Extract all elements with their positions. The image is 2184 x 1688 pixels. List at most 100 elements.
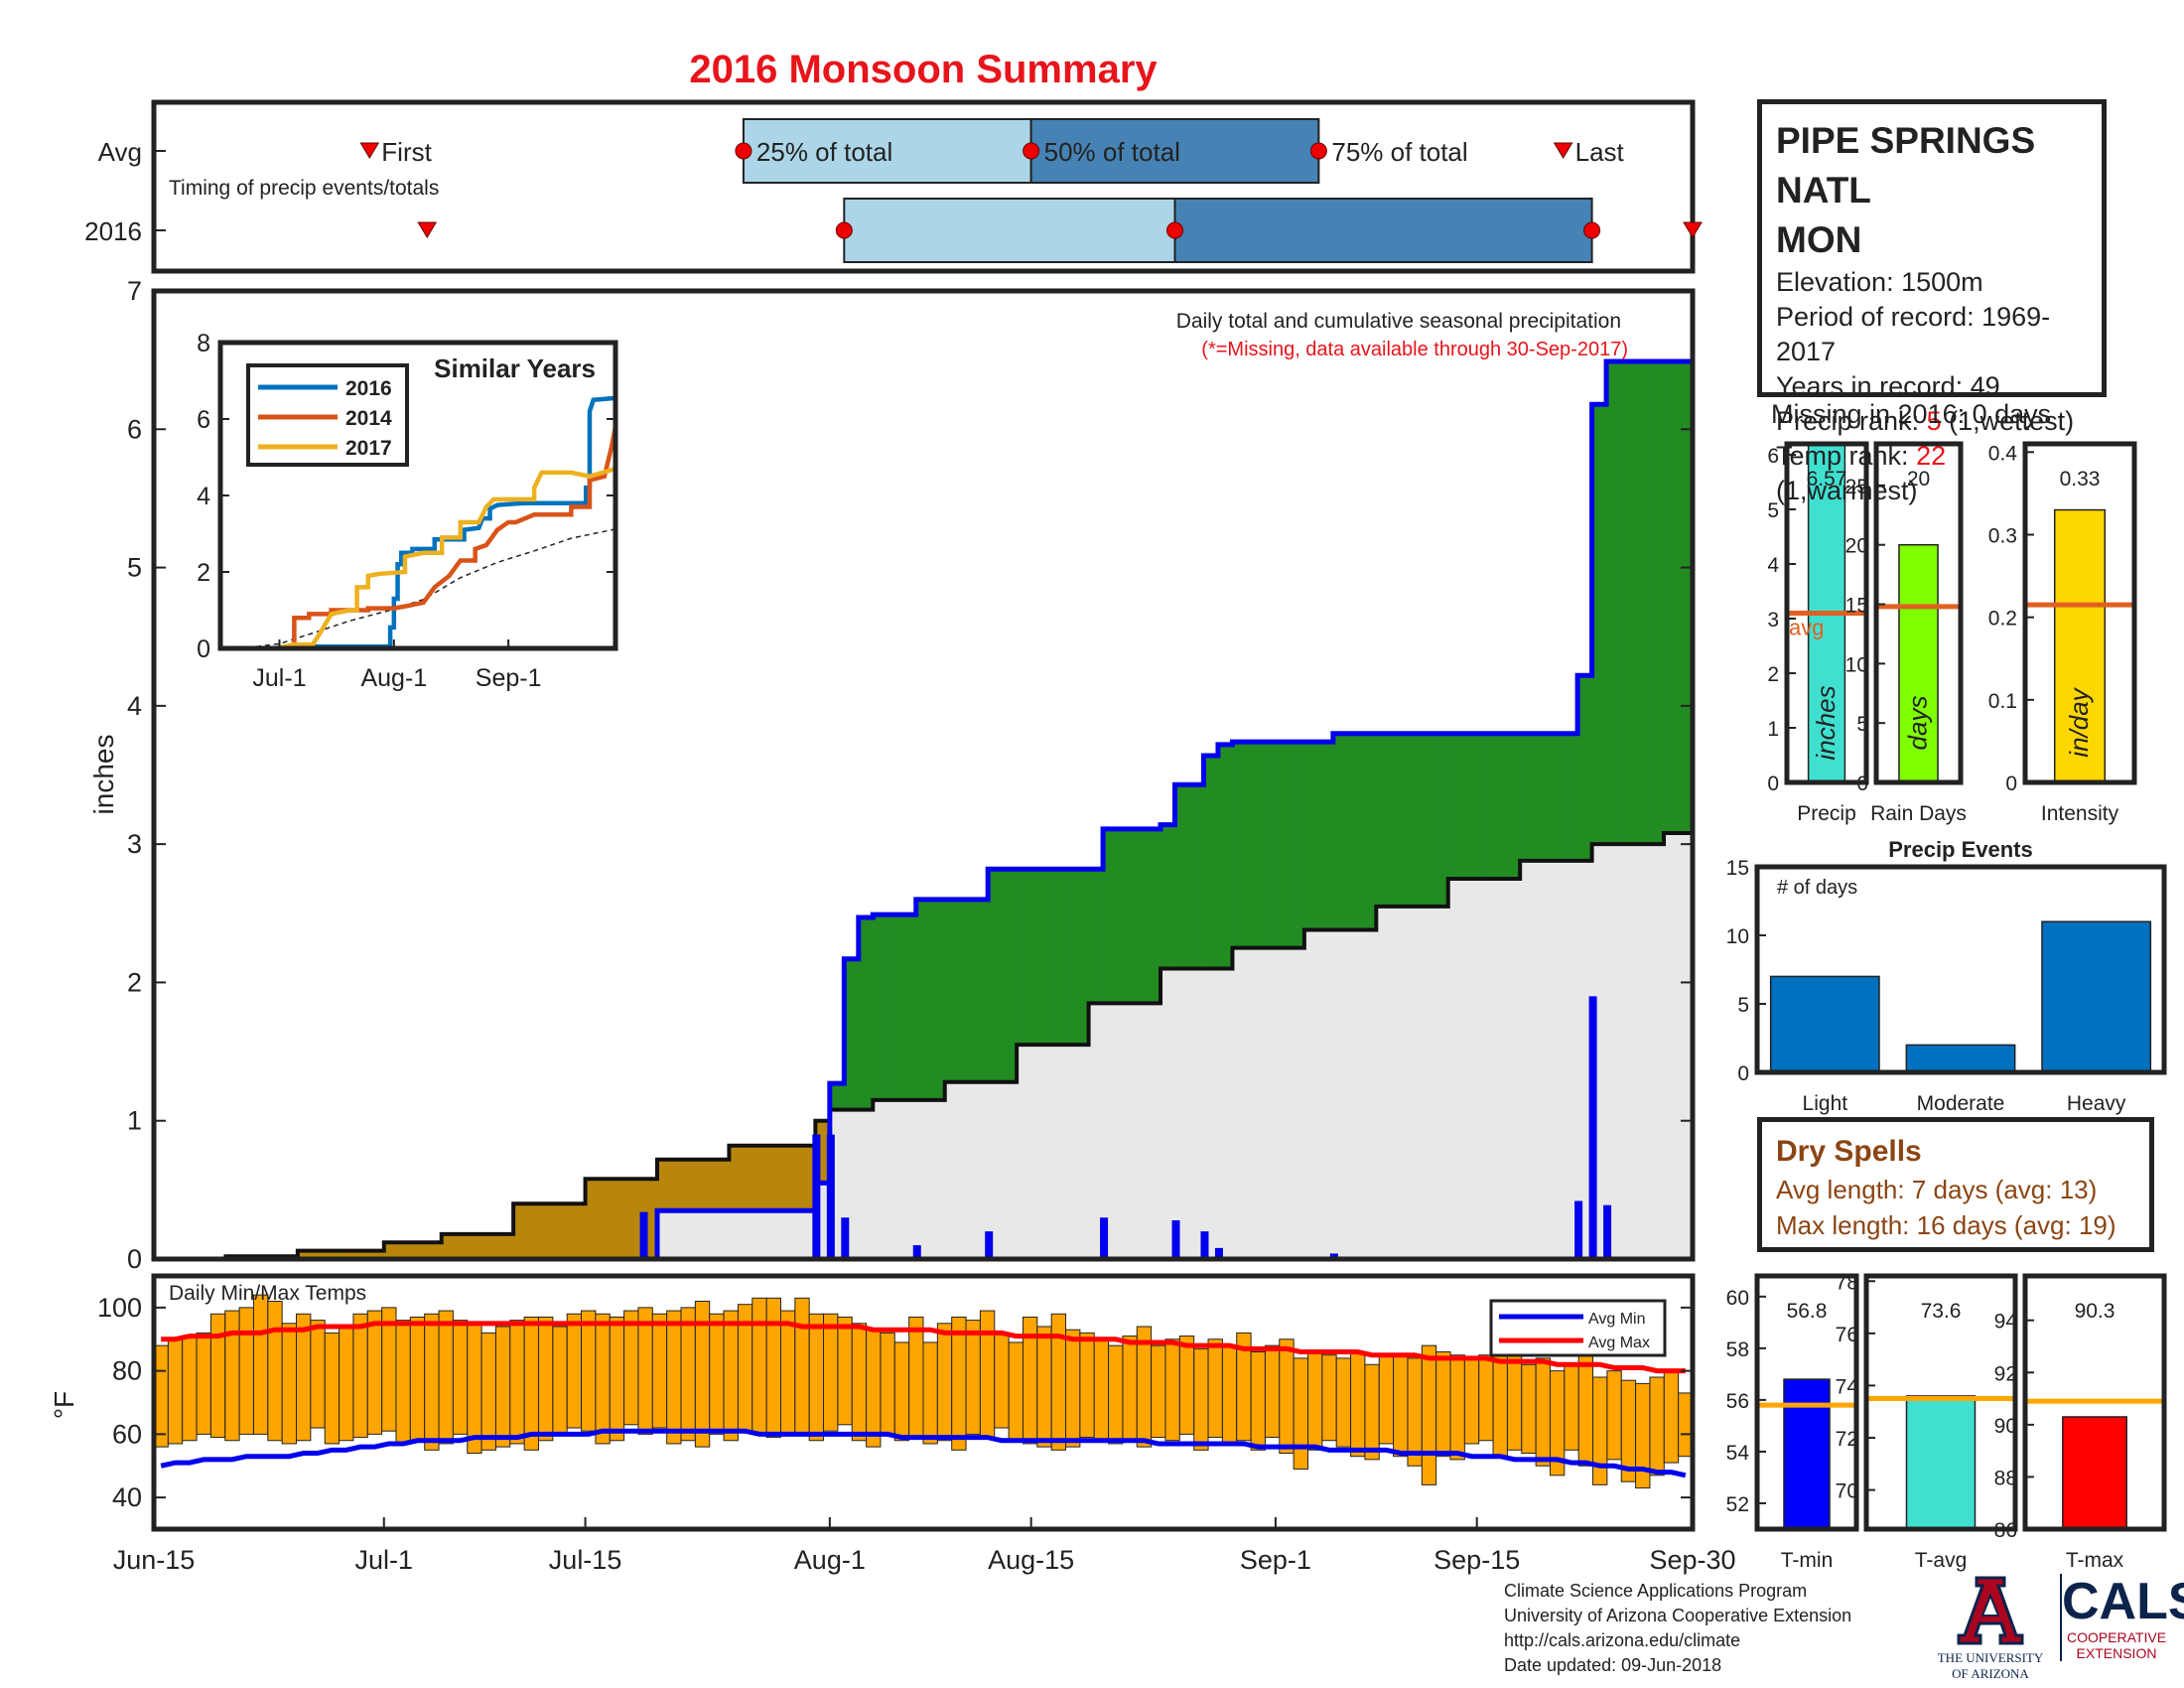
surplus-fill-slice — [951, 899, 957, 1082]
temp-rank-label: Temp rank: — [1776, 441, 1917, 471]
tmax-mini-ytick-label: 94 — [1994, 1311, 2018, 1334]
timing-label-last: Last — [1575, 137, 1625, 167]
surplus-fill-slice — [873, 914, 878, 1100]
surplus-fill-slice — [1354, 733, 1359, 930]
surplus-fill-slice — [1236, 742, 1241, 948]
surplus-fill-slice — [837, 1083, 842, 1110]
deficit-fill-slice — [498, 1233, 503, 1259]
surplus-fill-slice — [988, 869, 993, 1082]
surplus-fill-slice — [1207, 756, 1212, 969]
temps-legend-max: Avg Max — [1588, 1335, 1650, 1351]
surplus-fill-slice — [1430, 733, 1434, 907]
tavg-mini-ytick-label: 74 — [1836, 1375, 1859, 1398]
deficit-fill-slice — [337, 1250, 341, 1259]
surplus-fill-slice — [1294, 742, 1298, 948]
deficit-fill-slice — [401, 1242, 407, 1259]
intensity-mini-bar — [2053, 508, 2107, 783]
deficit-fill-slice — [693, 1159, 698, 1211]
daily-precip-bar — [1588, 996, 1597, 1259]
precip-mini-avg-label: avg — [1789, 616, 1824, 640]
surplus-fill-slice — [1286, 742, 1291, 948]
deficit-fill-slice — [771, 1145, 777, 1211]
surplus-fill-slice — [937, 899, 942, 1100]
temps-title: Daily Min/Max Temps — [169, 1282, 366, 1305]
deficit-fill-slice — [438, 1242, 443, 1259]
surplus-fill-slice — [984, 899, 989, 1082]
surplus-fill-slice — [1653, 361, 1658, 845]
precip-events-bar-light — [1769, 975, 1880, 1073]
temp-range-bar — [1649, 1376, 1665, 1477]
temp-range-bar — [1151, 1344, 1166, 1439]
deficit-fill-slice — [671, 1159, 676, 1211]
temp-range-bar — [1065, 1329, 1081, 1448]
below-avg-grey-slice — [733, 1210, 738, 1259]
intensity-mini-group: 0 0.1 0.2 0.3 0.4 0.33 Intensity in/day — [1988, 441, 2137, 825]
deficit-fill-slice — [452, 1233, 457, 1259]
main-ytick-label: 3 — [127, 829, 142, 859]
surplus-fill-slice — [1387, 733, 1392, 907]
deficit-fill-slice — [534, 1203, 540, 1259]
surplus-fill-slice — [919, 899, 924, 1100]
tmax-mini-xlabel: T-max — [2066, 1549, 2124, 1572]
temp-range-bar — [1307, 1351, 1323, 1451]
surplus-fill-slice — [1135, 828, 1140, 1004]
deficit-fill-slice — [822, 1120, 827, 1184]
surplus-fill-slice — [894, 914, 899, 1100]
cumulative-2016-line — [154, 354, 1696, 1262]
surplus-fill-slice — [1017, 869, 1022, 1046]
deficit-fill-slice — [578, 1203, 583, 1259]
deficit-fill-slice — [707, 1159, 712, 1211]
deficit-fill-slice — [491, 1233, 496, 1259]
surplus-fill-slice — [1602, 404, 1607, 845]
temp-range-bar — [823, 1313, 839, 1432]
tmax-mini-group: 86 88 90 92 94 90.3 T-max — [1994, 1273, 2167, 1572]
surplus-fill-slice — [1077, 869, 1082, 1046]
surplus-fill-slice — [1110, 828, 1115, 1004]
intensity-mini-ytick-label: 0.3 — [1988, 524, 2017, 547]
surplus-fill-slice — [1009, 869, 1015, 1082]
surplus-fill-slice — [1157, 828, 1161, 1004]
surplus-fill-slice — [1178, 784, 1183, 969]
precip-events-frame — [1754, 864, 2167, 1075]
temp-range-bar — [1521, 1363, 1537, 1454]
footer-credits: Climate Science Applications Program Uni… — [1504, 1579, 1851, 1678]
deficit-fill-slice — [743, 1145, 749, 1211]
deficit-fill-slice — [369, 1250, 374, 1259]
intensity-mini-xlabel: Intensity — [2041, 802, 2119, 825]
deficit-fill-slice — [664, 1159, 669, 1211]
below-avg-grey-slice — [685, 1210, 691, 1259]
inset-xtick-label: Jul-1 — [252, 664, 306, 692]
footer-link[interactable]: http://cals.arizona.edu/climate — [1504, 1630, 1741, 1650]
surplus-fill-slice — [941, 899, 946, 1100]
precip-mini-ytick-label: 4 — [1767, 554, 1779, 577]
surplus-fill-slice — [1343, 733, 1348, 930]
surplus-fill-slice — [1321, 742, 1327, 930]
timing-triangle-last — [1553, 142, 1573, 159]
surplus-fill-slice — [1037, 869, 1043, 1046]
below-avg-grey-slice — [797, 1210, 802, 1259]
temp-range-bar — [1577, 1354, 1594, 1467]
deficit-fill-slice — [574, 1203, 579, 1259]
below-avg-grey-slice — [707, 1210, 712, 1259]
surplus-fill-slice — [1192, 784, 1197, 969]
station-info-box: PIPE SPRINGS NATL MON Elevation: 1500m P… — [1757, 99, 2107, 505]
deficit-fill-slice — [372, 1250, 378, 1259]
precip-mini-ytick-label: 6 — [1767, 445, 1779, 468]
surplus-fill-slice — [890, 914, 895, 1100]
inset-title: Similar Years — [434, 353, 596, 383]
deficit-fill-slice — [782, 1145, 787, 1211]
temp-range-bar — [1250, 1351, 1266, 1451]
surplus-fill-slice — [1314, 742, 1319, 930]
raindays-mini-unit-label: days — [1903, 696, 1933, 751]
surplus-fill-slice — [1577, 675, 1582, 861]
main-subtitle: (*=Missing, data available through 30-Se… — [1201, 339, 1628, 360]
surplus-fill-slice — [1480, 733, 1485, 879]
surplus-fill-slice — [1268, 742, 1273, 948]
deficit-fill-slice — [678, 1159, 683, 1211]
surplus-fill-slice — [1059, 869, 1064, 1046]
surplus-fill-slice — [1584, 675, 1589, 861]
inset-group: 0 2 4 6 8 Jul-1 Aug-1 Sep-1 Similar Years 2016 201… — [197, 330, 618, 692]
precip-mini-group: 0 1 2 3 4 5 6 6.57 Precip inches avg — [1767, 441, 1869, 825]
surplus-fill-slice — [1509, 733, 1514, 879]
temp-range-bar — [794, 1297, 810, 1435]
